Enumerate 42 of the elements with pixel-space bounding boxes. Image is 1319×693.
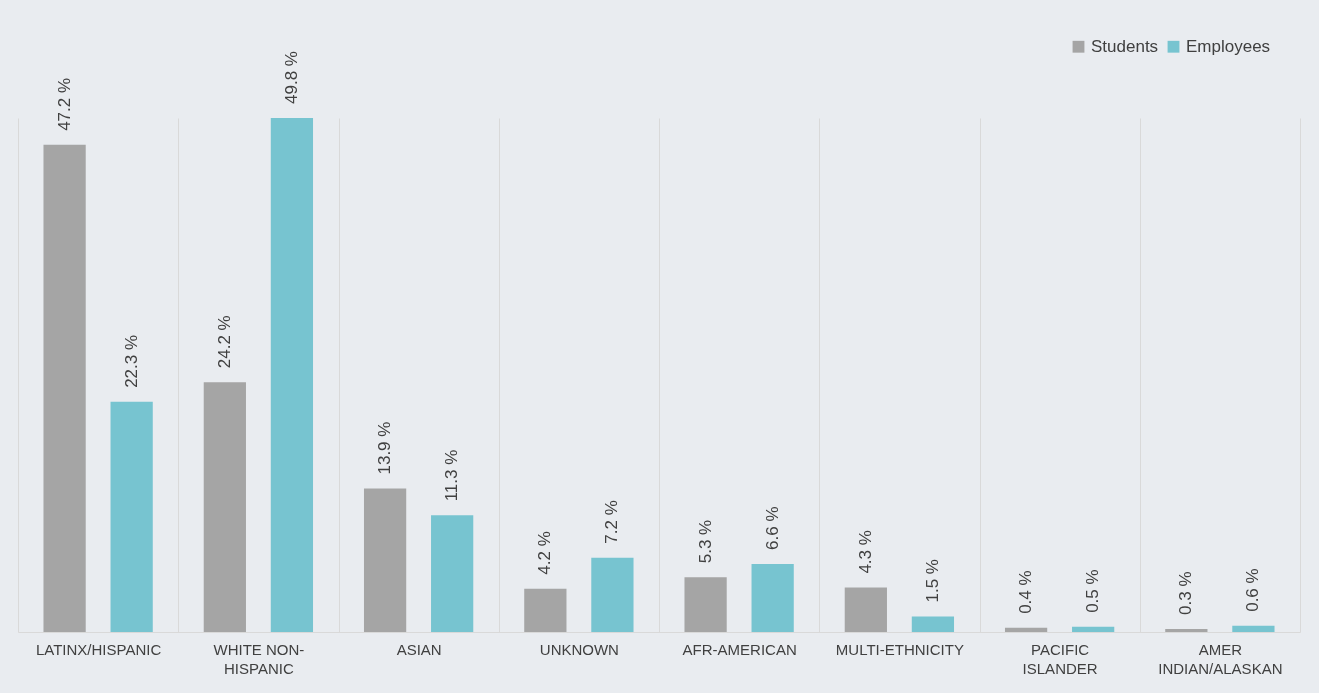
data-label: 49.8 % (281, 51, 301, 104)
data-label: 5.3 % (695, 519, 715, 564)
bar (270, 118, 314, 632)
data-label: 22.3 % (121, 334, 141, 388)
data-label: 13.9 % (375, 421, 395, 475)
bar (911, 616, 955, 632)
data-label: 7.2 % (602, 500, 622, 544)
x-tick-label: LATINX/HISPANIC (35, 640, 162, 658)
bar (751, 563, 794, 632)
x-tick-label: MULTI-ETHNICITY (835, 640, 964, 658)
legend-label: Students (1091, 36, 1159, 56)
bar (363, 488, 407, 632)
x-tick-label: PACIFIC ISLANDER (1022, 640, 1098, 677)
data-label: 4.3 % (855, 530, 875, 574)
bar (524, 588, 567, 632)
data-label: 1.5 % (922, 559, 942, 603)
data-label: 0.6 % (1243, 568, 1263, 612)
bar (110, 401, 153, 632)
bar (431, 515, 474, 632)
data-label: 11.3 % (442, 449, 462, 502)
bar (1232, 625, 1275, 632)
data-label: 0.4 % (1016, 570, 1036, 614)
bar (1004, 627, 1048, 632)
bar (591, 557, 634, 632)
bar (684, 577, 727, 632)
bar (203, 382, 246, 632)
x-tick-label: AMER INDIAN/ALASKAN (1158, 640, 1283, 677)
x-tick-label: UNKNOWN (539, 640, 619, 658)
data-label: 0.3 % (1176, 571, 1196, 615)
x-tick-label: AFR-AMERICAN (682, 640, 797, 658)
legend-label: Employees (1186, 36, 1271, 56)
x-tick-label: WHITE NON-HISPANIC (213, 640, 305, 677)
data-label: 47.2 % (54, 77, 74, 131)
x-tick-label: ASIAN (396, 640, 442, 658)
bar (1165, 628, 1208, 632)
data-label: 0.5 % (1083, 569, 1103, 613)
bar (844, 587, 887, 632)
data-label: 6.6 % (762, 506, 782, 550)
data-label: 24.2 % (214, 315, 234, 369)
bar (43, 144, 86, 632)
data-label: 4.2 % (535, 531, 555, 575)
bar (1072, 626, 1115, 632)
